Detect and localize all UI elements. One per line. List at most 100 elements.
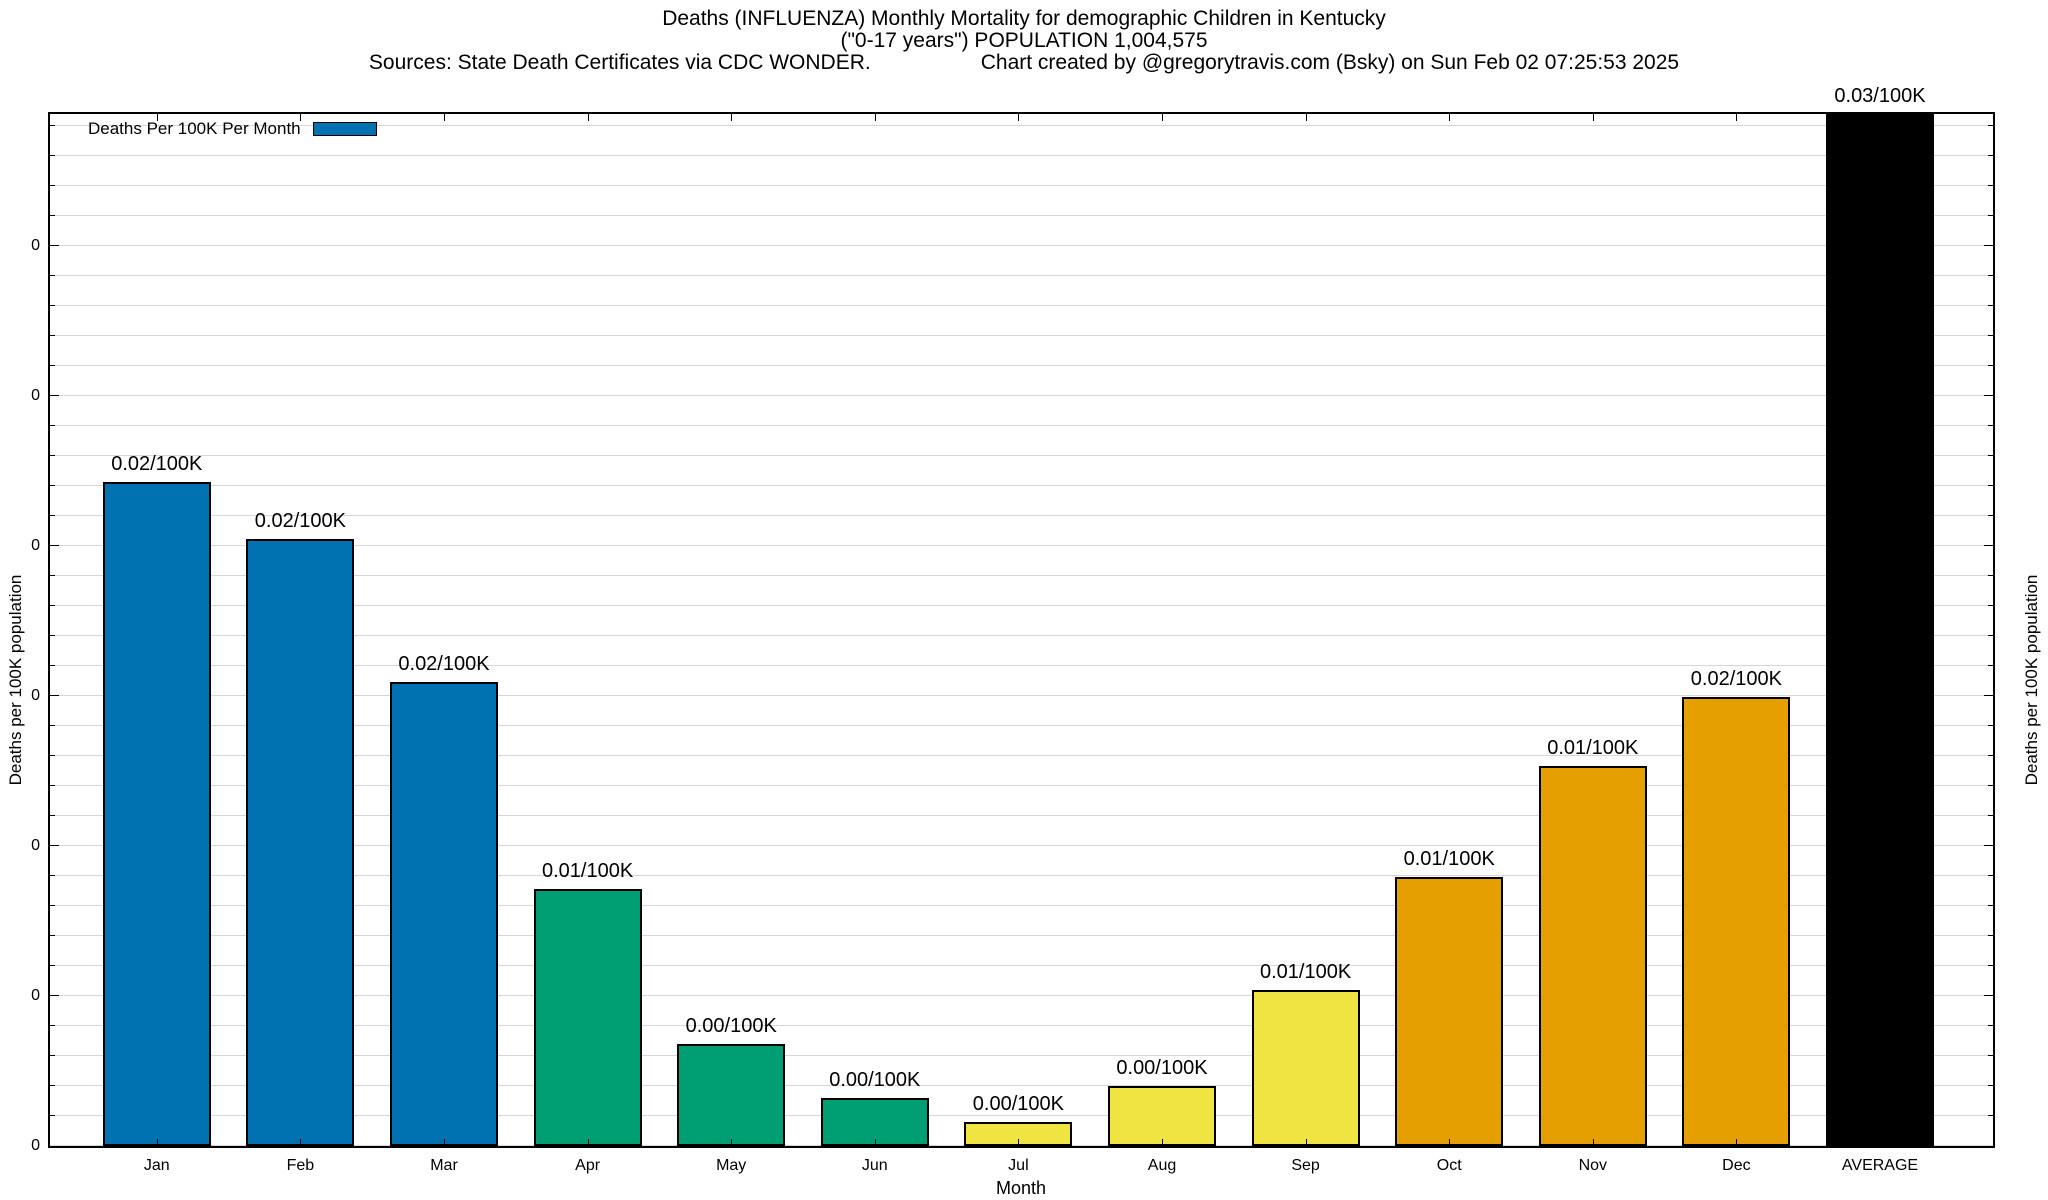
bar-value-label-jan: 0.02/100K [111, 452, 203, 475]
y-minor-tick [1988, 755, 1993, 756]
x-tick-jun [874, 1139, 876, 1146]
y-minor-tick [50, 425, 55, 426]
bar-value-label-oct: 0.01/100K [1403, 847, 1495, 870]
bar-value-label-jul: 0.00/100K [972, 1093, 1064, 1116]
bar-value-label-aug: 0.00/100K [1116, 1057, 1208, 1080]
bar-slot-oct: 0.01/100K [1377, 114, 1521, 1146]
y-minor-tick [50, 305, 55, 306]
y-major-tick [50, 845, 59, 846]
y-minor-tick [50, 275, 55, 276]
y-minor-tick [50, 185, 55, 186]
bar-value-label-apr: 0.01/100K [541, 859, 634, 882]
y-minor-tick [50, 665, 55, 666]
x-tick-label-may: May [716, 1157, 747, 1174]
x-tick-sep [1305, 1139, 1307, 1146]
y-minor-tick [1988, 275, 1993, 276]
y-minor-tick [1988, 635, 1993, 636]
y-minor-tick [50, 365, 55, 366]
x-tick-apr [587, 1139, 589, 1146]
page-title: Deaths (INFLUENZA) Monthly Mortality for… [662, 7, 1386, 30]
bar-average [1825, 114, 1934, 1146]
y-minor-tick [50, 905, 55, 906]
x-tick-jan [156, 1139, 158, 1146]
x-tick-aug [1162, 114, 1163, 121]
y-minor-tick [50, 965, 55, 966]
x-tick-mar [444, 114, 445, 121]
bar-dec [1682, 697, 1791, 1146]
y-minor-tick [50, 635, 55, 636]
y-minor-tick [50, 215, 55, 216]
bar-slot-may: 0.00/100K [659, 114, 803, 1146]
y-minor-tick [50, 575, 55, 576]
bar-value-label-mar: 0.02/100K [398, 653, 490, 676]
y-minor-tick [50, 875, 55, 876]
y-minor-tick [1988, 485, 1993, 486]
y-tick-label: 0 [31, 687, 40, 704]
bar-value-label-may: 0.00/100K [685, 1015, 777, 1038]
author-credit: Chart created by @gregorytravis.com (Bsk… [980, 51, 1680, 74]
bar-nov [1538, 766, 1647, 1146]
x-tick-label-jun: Jun [861, 1157, 888, 1174]
bar-value-label-feb: 0.02/100K [254, 509, 346, 532]
y-tick-label: 0 [31, 837, 40, 854]
y-minor-tick [1988, 455, 1993, 456]
x-tick-average [1880, 1139, 1881, 1146]
x-tick-dec [1736, 1139, 1738, 1146]
x-tick-label-aug: Aug [1147, 1157, 1177, 1174]
y-minor-tick [50, 335, 55, 336]
y-minor-tick [1988, 665, 1993, 666]
y-minor-tick [1988, 1085, 1993, 1086]
plot-area: Deaths Per 100K Per Month 0.02/100K 0.02/… [48, 86, 1995, 1148]
y-minor-tick [50, 1055, 55, 1056]
x-tick-oct [1449, 1139, 1451, 1146]
page-subtitle: ("0-17 years") POPULATION 1,004,575 [840, 29, 1208, 52]
y-minor-tick [1988, 1025, 1993, 1026]
y-tick-label: 0 [31, 987, 40, 1004]
bar-slot-nov: 0.01/100K [1521, 114, 1665, 1146]
y-minor-tick [1988, 815, 1993, 816]
bar-value-label-sep: 0.01/100K [1259, 961, 1352, 984]
bar-jan [102, 481, 211, 1146]
x-tick-label-mar: Mar [430, 1157, 458, 1174]
x-tick-jan [156, 114, 158, 121]
legend-label: Deaths Per 100K Per Month [88, 119, 301, 138]
bar-sep [1251, 990, 1360, 1146]
y-minor-tick [1988, 605, 1993, 606]
y-minor-tick [50, 725, 55, 726]
x-tick-label-jan: Jan [143, 1157, 170, 1174]
bar-slot-dec: 0.02/100K [1665, 114, 1809, 1146]
bar-slot-feb: 0.02/100K [229, 114, 373, 1146]
bar-may [677, 1044, 786, 1146]
y-minor-tick [50, 815, 55, 816]
y-major-tick [1984, 845, 1993, 846]
x-tick-average [1880, 114, 1881, 121]
x-tick-dec [1736, 114, 1738, 121]
y-minor-tick [50, 1085, 55, 1086]
bar-slot-apr: 0.01/100K [516, 114, 660, 1146]
y-minor-tick [1988, 905, 1993, 906]
y-minor-tick [1988, 935, 1993, 936]
y-minor-tick [1988, 185, 1993, 186]
x-tick-sep [1305, 114, 1307, 121]
y-major-tick [50, 395, 59, 396]
y-major-tick [50, 245, 59, 246]
x-tick-label-feb: Feb [286, 1157, 315, 1174]
x-tick-label-nov: Nov [1578, 1157, 1608, 1174]
y-minor-tick [1988, 335, 1993, 336]
y-tick-label: 0 [31, 537, 40, 554]
y-minor-tick [1988, 425, 1993, 426]
y-major-tick [50, 995, 59, 996]
bar-value-label-jun: 0.00/100K [829, 1069, 921, 1092]
y-major-tick [1984, 245, 1993, 246]
bar-mar [389, 682, 498, 1146]
x-tick-label-dec: Dec [1722, 1157, 1751, 1174]
y-major-tick [1984, 545, 1993, 546]
x-tick-label-jul: Jul [1008, 1157, 1029, 1174]
y-major-tick [1984, 695, 1993, 696]
bar-slot-jun: 0.00/100K [803, 114, 947, 1146]
bar-aug [1107, 1086, 1216, 1146]
source-line: Sources: State Death Certificates via CD… [0, 52, 2048, 74]
y-major-tick [1984, 395, 1993, 396]
bar-slot-aug: 0.00/100K [1090, 114, 1234, 1146]
x-tick-label-oct: Oct [1436, 1157, 1462, 1174]
